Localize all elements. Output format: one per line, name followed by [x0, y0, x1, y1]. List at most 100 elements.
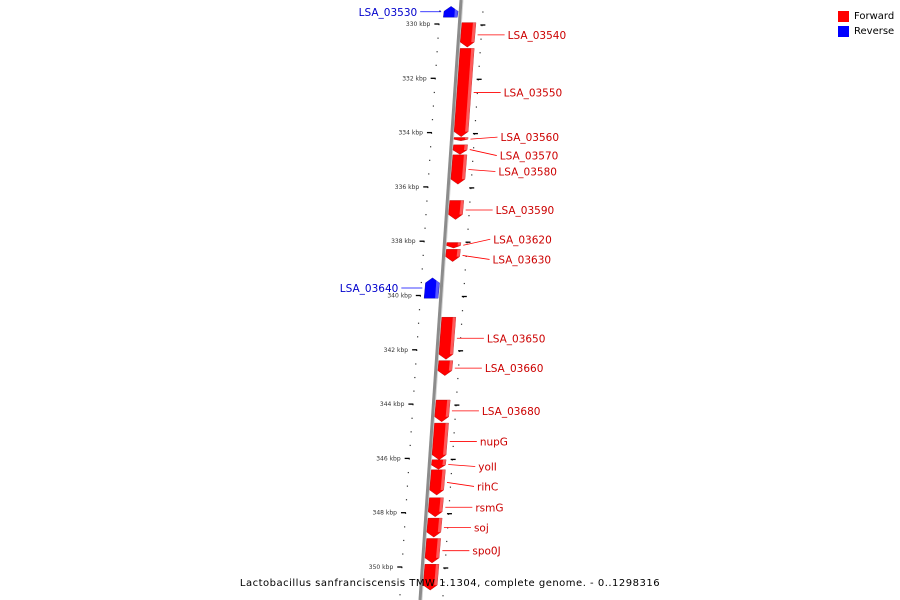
minor-tick-inner — [426, 200, 428, 202]
gene-arrow — [429, 469, 446, 496]
minor-tick-outer — [456, 391, 458, 393]
legend-item-forward: Forward — [838, 9, 898, 24]
minor-tick-inner — [425, 214, 427, 216]
minor-tick-outer — [449, 486, 452, 488]
minor-tick-inner — [436, 51, 438, 53]
minor-tick-inner — [424, 227, 426, 229]
gene-leader-line — [470, 136, 498, 140]
gene-arrow-highlight — [463, 144, 468, 151]
minor-tick-outer — [478, 65, 480, 67]
minor-tick-outer — [452, 445, 454, 448]
minor-tick-inner — [410, 431, 412, 433]
minor-tick-outer — [482, 11, 484, 13]
minor-tick-outer — [460, 323, 463, 325]
minor-tick-outer — [450, 472, 452, 475]
gene-arrow — [448, 200, 465, 220]
minor-tick-outer — [468, 215, 470, 217]
gene-arrow — [452, 144, 468, 155]
gene-arrow-highlight — [442, 459, 447, 465]
minor-tick-inner — [402, 553, 404, 555]
gene-label: LSA_03540 — [508, 30, 567, 42]
minor-tick-outer — [479, 52, 481, 54]
gene-arrow-highlight — [436, 538, 441, 558]
gene-arrow-highlight — [434, 564, 439, 586]
tick-label: 344 kbp — [380, 401, 405, 408]
minor-tick-inner — [417, 322, 420, 324]
gene-arrow-highlight — [443, 423, 449, 455]
minor-tick-inner — [428, 173, 430, 175]
minor-tick-inner — [399, 594, 401, 596]
gene-arrow — [453, 137, 469, 141]
gene-label: LSA_03550 — [504, 88, 563, 100]
gene-label: LSA_03580 — [498, 167, 557, 179]
gene-arrow — [446, 242, 462, 249]
gene-arrow-highlight — [435, 277, 440, 299]
minor-tick-inner — [404, 526, 406, 528]
reverse-swatch — [838, 26, 849, 37]
minor-tick-inner — [407, 471, 409, 474]
gene-arrow-highlight — [454, 6, 459, 18]
genome-backbone — [418, 0, 464, 600]
tick-label: 350 kbp — [369, 564, 394, 571]
minor-tick-outer — [463, 282, 465, 285]
tick-label: 336 kbp — [395, 184, 420, 191]
gene-arrow — [423, 277, 440, 299]
minor-tick-outer — [475, 106, 477, 108]
gene-arrow-highlight — [459, 200, 464, 215]
gene-arrow-highlight — [461, 154, 467, 180]
minor-tick-inner — [432, 105, 434, 107]
gene-features — [422, 6, 477, 591]
gene-arrow-highlight — [465, 48, 475, 132]
minor-tick-inner — [433, 91, 435, 94]
gene-label: LSA_03680 — [482, 406, 541, 418]
minor-tick-inner — [406, 485, 409, 487]
legend-label-forward: Forward — [854, 11, 895, 22]
gene-label: yolI — [478, 462, 497, 474]
minor-tick-inner — [400, 580, 402, 582]
minor-tick-outer — [457, 377, 459, 380]
gene-arrow — [424, 538, 441, 564]
gene-label: LSA_03630 — [493, 254, 552, 266]
minor-tick-outer — [473, 147, 475, 149]
minor-tick-inner — [429, 159, 431, 161]
tick-label: 340 kbp — [387, 293, 412, 300]
minor-tick-inner — [418, 309, 421, 311]
genome-caption: Lactobacillus sanfranciscensis TMW 1.130… — [239, 578, 661, 589]
minor-tick-outer — [458, 364, 460, 366]
minor-tick-inner — [405, 499, 408, 501]
gene-arrow — [427, 497, 444, 518]
tick-label: 338 kbp — [391, 238, 416, 245]
minor-tick-outer — [467, 228, 469, 230]
minor-tick-inner — [414, 376, 416, 379]
minor-tick-inner — [409, 444, 411, 447]
tick-label: 342 kbp — [384, 347, 409, 354]
minor-tick-outer — [442, 595, 444, 597]
gene-label: soj — [474, 523, 489, 535]
minor-tick-outer — [480, 38, 482, 40]
tick-label: 334 kbp — [398, 130, 423, 137]
gene-leader-line — [469, 149, 497, 156]
gene-label: rihC — [477, 481, 498, 493]
minor-tick-outer — [472, 160, 474, 162]
tick-label: 330 kbp — [406, 21, 431, 28]
minor-tick-inner — [421, 268, 423, 270]
minor-tick-inner — [411, 417, 413, 419]
gene-label: spo0J — [472, 546, 500, 558]
minor-tick-outer — [469, 201, 471, 203]
gene-arrow — [431, 459, 447, 470]
gene-arrow-highlight — [439, 497, 444, 512]
minor-tick-inner — [437, 37, 439, 39]
tick-label: 346 kbp — [376, 455, 401, 462]
gene-label: LSA_03620 — [493, 234, 552, 246]
gene-leader-line — [463, 238, 491, 246]
gene-arrow-highlight — [464, 137, 469, 140]
tick-label: 332 kbp — [402, 75, 427, 82]
legend-label-reverse: Reverse — [854, 26, 895, 37]
backbone-line — [418, 0, 463, 600]
gene-arrow — [450, 154, 468, 185]
gene-arrow — [434, 399, 451, 422]
minor-tick-inner — [413, 390, 415, 392]
gene-arrow — [460, 22, 477, 48]
gene-arrow — [431, 422, 449, 461]
gene-leader-line — [462, 255, 490, 260]
